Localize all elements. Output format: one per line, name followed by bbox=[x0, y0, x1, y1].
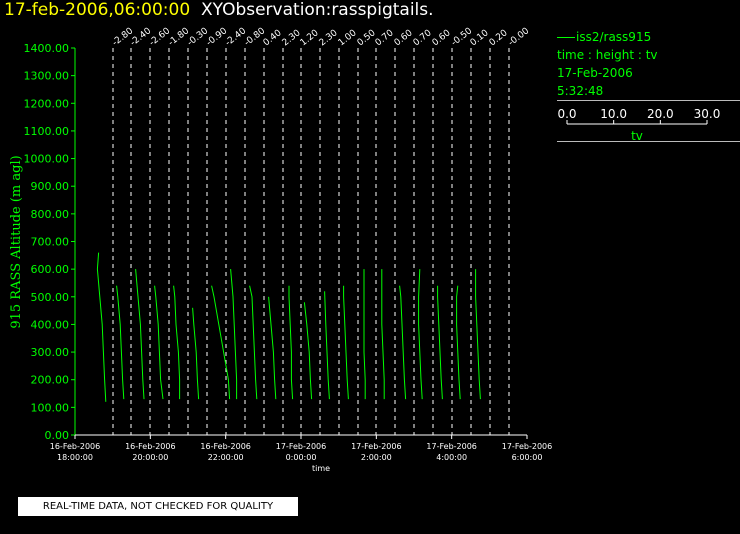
profile-line bbox=[418, 269, 423, 400]
y-tick-label: 100.00 bbox=[31, 401, 70, 414]
title-datetime: 17-feb-2006,06:00:00 bbox=[4, 0, 191, 20]
legend-scale-tick-label: 20.0 bbox=[647, 107, 674, 121]
x-tick-label-time: 4:00:00 bbox=[436, 453, 467, 462]
offset-label: 0.60 bbox=[393, 28, 415, 48]
page-title: 17-feb-2006,06:00:00 XYObservation:rassp… bbox=[4, 0, 434, 20]
profile-line bbox=[173, 285, 181, 400]
x-tick-label-time: 22:00:00 bbox=[208, 453, 244, 462]
x-axis-label: time bbox=[312, 464, 330, 473]
legend-scale-tick-label: 10.0 bbox=[600, 107, 627, 121]
profile-line bbox=[268, 296, 277, 400]
x-tick-label-date: 16-Feb-2006 bbox=[125, 442, 175, 451]
y-tick-label: 400.00 bbox=[31, 318, 70, 331]
offset-label: -2.40 bbox=[224, 26, 249, 48]
legend-scale-tick-label: 0.0 bbox=[557, 107, 576, 121]
x-tick-label-time: 18:00:00 bbox=[57, 453, 93, 462]
offset-label: 2.30 bbox=[281, 28, 303, 48]
offset-label: 2.30 bbox=[318, 28, 340, 48]
legend-time: 5:32:48 bbox=[557, 84, 604, 98]
profile-line bbox=[116, 285, 125, 400]
x-tick-label-time: 20:00:00 bbox=[132, 453, 168, 462]
y-tick-label: 300.00 bbox=[31, 346, 70, 359]
y-tick-label: 900.00 bbox=[31, 180, 70, 193]
legend-series: iss2/rass915 bbox=[557, 28, 740, 46]
x-tick-label-date: 17-Feb-2006 bbox=[502, 442, 552, 451]
offset-label: -0.80 bbox=[243, 26, 268, 48]
legend-scale: 0.0 10.0 20.0 30.0 tv bbox=[557, 107, 721, 142]
offset-label: -2.40 bbox=[129, 26, 154, 48]
offset-label: 1.20 bbox=[299, 28, 321, 48]
legend: iss2/rass915 time : height : tv 17-Feb-2… bbox=[557, 28, 740, 100]
profile-line bbox=[154, 285, 164, 400]
y-axis-label: 915 RASS Altitude (m agl) bbox=[9, 155, 24, 328]
profile-line bbox=[96, 252, 107, 402]
profile-line bbox=[324, 291, 330, 400]
y-tick-label: 700.00 bbox=[31, 236, 70, 249]
legend-axes: time : height : tv bbox=[557, 48, 658, 62]
legend-divider-top bbox=[557, 100, 740, 101]
offset-label: 0.10 bbox=[469, 28, 491, 48]
y-tick-label: 600.00 bbox=[31, 263, 70, 276]
profile-line bbox=[363, 269, 366, 400]
profile-line bbox=[399, 285, 407, 400]
profile-line bbox=[303, 302, 313, 400]
profile-line bbox=[135, 269, 145, 400]
profile-line bbox=[456, 285, 461, 400]
y-tick-label: 1100.00 bbox=[24, 125, 70, 138]
x-tick-label-date: 16-Feb-2006 bbox=[50, 442, 100, 451]
x-tick-label-date: 17-Feb-2006 bbox=[426, 442, 476, 451]
offset-label: -2.60 bbox=[148, 26, 173, 48]
y-tick-label: 800.00 bbox=[31, 208, 70, 221]
x-tick-label-date: 17-Feb-2006 bbox=[351, 442, 401, 451]
legend-scale-label: tv bbox=[631, 129, 643, 142]
quality-note: REAL-TIME DATA, NOT CHECKED FOR QUALITY bbox=[18, 497, 298, 516]
offset-label: 0.40 bbox=[262, 28, 284, 48]
profile-line bbox=[288, 285, 294, 400]
x-tick-label-date: 17-Feb-2006 bbox=[276, 442, 326, 451]
offset-label: 1.00 bbox=[337, 28, 359, 48]
title-observation: XYObservation:rasspigtails. bbox=[200, 0, 434, 20]
offset-label: 0.60 bbox=[431, 28, 453, 48]
profile-line bbox=[475, 269, 481, 400]
legend-divider-bottom bbox=[557, 141, 740, 142]
offset-label: 0.50 bbox=[356, 28, 378, 48]
offset-label: 0.20 bbox=[488, 28, 510, 48]
y-tick-label: 1200.00 bbox=[24, 97, 70, 110]
profile-line bbox=[381, 269, 385, 400]
x-tick-label-time: 0:00:00 bbox=[286, 453, 317, 462]
x-tick-label-date: 16-Feb-2006 bbox=[200, 442, 250, 451]
y-tick-label: 1300.00 bbox=[24, 70, 70, 83]
offset-label: 0.70 bbox=[374, 28, 396, 48]
x-tick-label-time: 6:00:00 bbox=[512, 453, 543, 462]
offset-label: -0.50 bbox=[450, 26, 475, 48]
offset-label: -0.90 bbox=[205, 26, 230, 48]
legend-line-icon bbox=[557, 37, 575, 38]
y-tick-label: 0.00 bbox=[45, 429, 70, 442]
y-tick-label: 1000.00 bbox=[24, 153, 70, 166]
y-tick-label: 200.00 bbox=[31, 374, 70, 387]
y-tick-label: 1400.00 bbox=[24, 42, 70, 55]
x-tick-label-time: 2:00:00 bbox=[361, 453, 392, 462]
profile-line bbox=[343, 285, 349, 400]
y-tick-label: 500.00 bbox=[31, 291, 70, 304]
offset-label: -0.30 bbox=[186, 26, 211, 48]
profile-line bbox=[230, 269, 238, 400]
profile-line bbox=[249, 285, 258, 400]
profile-line bbox=[192, 307, 200, 400]
profile-line bbox=[211, 285, 231, 400]
offset-label: -1.80 bbox=[167, 26, 192, 48]
legend-date: 17-Feb-2006 bbox=[557, 66, 633, 80]
legend-scale-tick-label: 30.0 bbox=[694, 107, 721, 121]
legend-series-label: iss2/rass915 bbox=[576, 30, 652, 44]
offset-label: 0.70 bbox=[412, 28, 434, 48]
profile-line bbox=[437, 285, 443, 400]
offset-label: -0.00 bbox=[507, 26, 532, 48]
